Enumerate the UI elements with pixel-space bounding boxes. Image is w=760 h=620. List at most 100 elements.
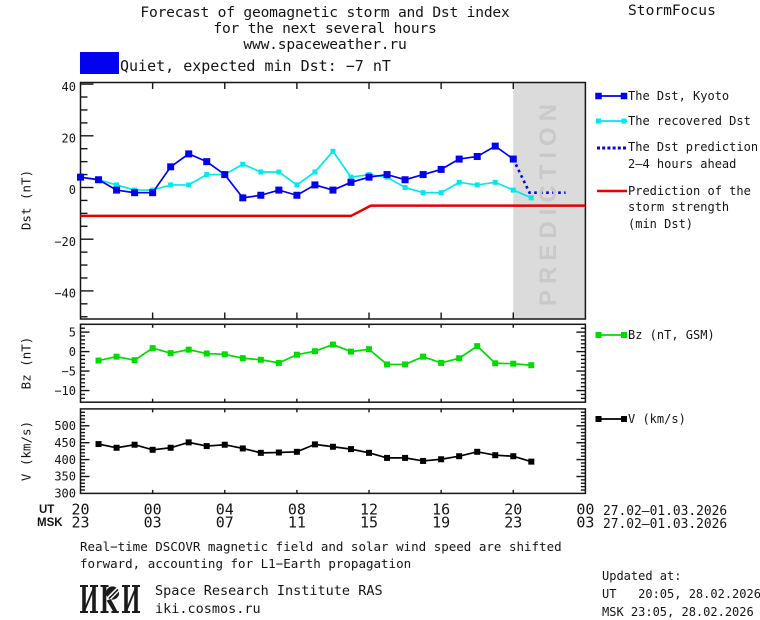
panel-frame-dst <box>79 81 587 320</box>
ut-tick-label: 00 <box>144 501 162 519</box>
marker-dst <box>365 173 373 181</box>
marker-v <box>474 448 481 455</box>
marker-dst <box>221 171 229 179</box>
legend-label-prediction-line1: The Dst prediction <box>628 140 759 155</box>
updated-at-title: Updated at: <box>602 569 682 583</box>
institute-website: iki.cosmos.ru <box>155 600 261 617</box>
marker-v <box>347 446 354 453</box>
prediction-band <box>513 82 586 319</box>
marker-dst <box>438 190 444 196</box>
legend-label-storm-strength-line3: (min Dst) <box>628 216 694 231</box>
marker-dst <box>437 165 445 173</box>
marker-dst <box>329 186 337 194</box>
marker-bz <box>185 346 192 353</box>
marker-bz <box>456 355 463 362</box>
marker-bz <box>113 353 120 360</box>
marker-dst <box>401 176 409 184</box>
panel-frame-v <box>79 408 587 495</box>
ut-tick-label: 12 <box>360 501 378 519</box>
marker-dst <box>347 178 355 186</box>
panel-dst: 40 20 0 −20 −40 <box>54 80 587 320</box>
panel-bz: 5 0 −5 −10 <box>54 323 587 403</box>
updated-at-msk: MSK 23:05, 28.02.2026 <box>602 605 754 619</box>
marker-dst <box>276 169 282 175</box>
marker-v <box>492 452 499 459</box>
series-dst-2 <box>512 158 566 194</box>
ut-tick-label: 04 <box>216 501 234 519</box>
v-ytick-label: 350 <box>54 470 76 484</box>
marker-dst <box>456 179 462 185</box>
marker-bz <box>366 346 373 353</box>
storm-level-label: Quiet, expected min Dst: −7 nT <box>120 57 391 75</box>
marker-bz <box>131 357 138 364</box>
msk-date-range: 27.02–01.03.2026 <box>603 516 728 532</box>
legend-label-kyoto: The Dst, Kyoto <box>628 88 730 103</box>
marker-v <box>239 445 246 452</box>
series-dst-3 <box>80 204 586 218</box>
updated-at-ut: UT 20:05, 28.02.2026 <box>602 587 760 601</box>
v-ytick-label: 500 <box>54 419 76 433</box>
propagation-note-line2: forward, accounting for L1−Earth propaga… <box>80 555 412 571</box>
marker-v <box>510 453 517 460</box>
msk-tick-label: 23 <box>71 514 89 532</box>
prediction-band-label: PREDICTION <box>535 98 562 307</box>
legend-swatch-v <box>595 416 627 423</box>
msk-tick-label: 03 <box>144 514 162 532</box>
dst-axis-title: Dst (nT) <box>18 169 34 231</box>
marker-bz <box>203 350 210 357</box>
iki-logo <box>80 585 140 613</box>
marker-dst <box>294 182 300 188</box>
marker-bz <box>311 348 318 355</box>
ut-tick-label: 00 <box>576 501 594 519</box>
marker-v <box>420 457 427 464</box>
ut-tick-label: 08 <box>288 501 306 519</box>
ut-tick-label: 20 <box>71 501 89 519</box>
msk-tick-label: 23 <box>504 514 522 532</box>
marker-bz <box>221 351 228 358</box>
legend-swatch-bz <box>595 331 627 338</box>
marker-dst <box>240 161 246 167</box>
marker-dst <box>95 176 103 184</box>
marker-dst <box>473 152 481 160</box>
panel-v: 500 450 400 350 300 <box>54 408 587 501</box>
marker-dst <box>293 191 301 199</box>
dst-ytick-label: 20 <box>62 132 76 146</box>
legend-label-storm-strength-line2: storm strength <box>628 200 730 215</box>
msk-tick-label: 15 <box>360 514 378 532</box>
ut-row-label: UT <box>39 504 55 516</box>
marker-v <box>293 448 300 455</box>
legend-swatch-prediction <box>597 146 627 150</box>
v-ytick-label: 450 <box>54 436 76 450</box>
legend-swatch-recovered <box>596 118 627 124</box>
page-title: Forecast of geomagnetic storm and Dst in… <box>140 4 510 21</box>
legend-swatch-kyoto <box>595 92 628 100</box>
marker-dst <box>149 189 157 197</box>
marker-dst <box>203 158 211 166</box>
marker-dst <box>77 173 84 181</box>
marker-dst <box>185 150 193 158</box>
marker-dst <box>258 169 264 175</box>
marker-v <box>113 444 120 451</box>
marker-v <box>149 446 156 453</box>
marker-dst <box>312 169 318 175</box>
ut-date-range: 27.02–01.03.2026 <box>603 503 728 519</box>
marker-bz <box>438 359 445 366</box>
marker-v <box>95 441 102 448</box>
marker-dst <box>168 182 174 188</box>
marker-v <box>203 443 210 450</box>
marker-bz <box>402 361 409 368</box>
bz-ytick-label: −10 <box>54 384 76 398</box>
dst-ytick-label: −40 <box>54 287 76 301</box>
marker-dst <box>186 182 192 188</box>
marker-bz <box>167 350 174 357</box>
storm-level-swatch <box>80 51 119 74</box>
marker-v <box>528 458 535 465</box>
propagation-note-line1: Real−time DSCOVR magnetic field and sola… <box>80 539 562 554</box>
legend-label-bz: Bz (nT, GSM) <box>628 327 715 342</box>
marker-bz <box>528 362 535 369</box>
marker-bz <box>149 345 156 352</box>
page-subtitle: for the next several hours <box>213 20 437 37</box>
msk-row-label: MSK <box>37 517 63 529</box>
marker-dst <box>528 195 534 201</box>
legend-label-recovered: The recovered Dst <box>628 114 751 129</box>
